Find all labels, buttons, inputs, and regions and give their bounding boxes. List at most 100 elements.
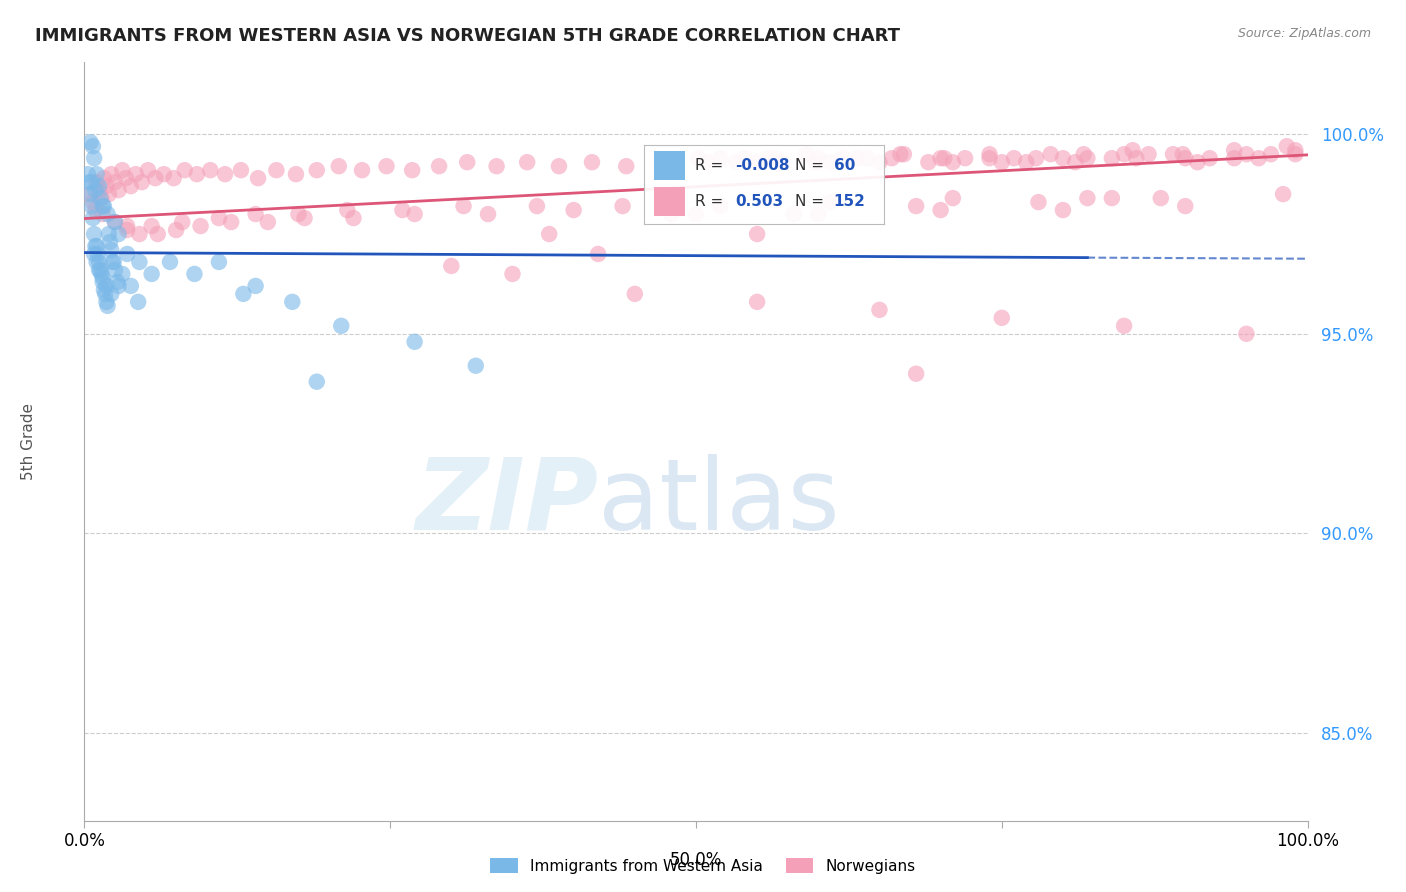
Point	[91, 207, 114, 221]
Point	[131, 175, 153, 189]
Point	[93, 171, 115, 186]
Point	[97, 299, 120, 313]
Point	[136, 163, 159, 178]
Point	[208, 211, 231, 225]
Point	[91, 199, 114, 213]
Point	[1025, 151, 1047, 165]
Point	[807, 207, 830, 221]
Point	[80, 199, 103, 213]
Point	[111, 163, 134, 178]
Point	[104, 175, 127, 189]
Point	[79, 135, 101, 149]
Point	[107, 279, 129, 293]
Y-axis label: 5th Grade: 5th Grade	[21, 403, 37, 480]
Point	[427, 159, 450, 173]
Point	[93, 283, 115, 297]
Point	[404, 207, 426, 221]
Point	[1198, 151, 1220, 165]
Text: N =: N =	[796, 194, 824, 210]
Point	[104, 215, 127, 229]
Point	[97, 207, 120, 221]
Text: N =: N =	[796, 158, 824, 173]
Point	[1260, 147, 1282, 161]
Point	[87, 247, 110, 261]
Point	[90, 267, 112, 281]
Point	[128, 227, 150, 241]
Point	[869, 155, 891, 169]
Point	[86, 175, 108, 189]
Point	[831, 151, 853, 165]
Point	[1137, 147, 1160, 161]
Point	[86, 255, 108, 269]
Point	[375, 159, 398, 173]
Point	[91, 275, 114, 289]
Point	[214, 167, 236, 181]
Point	[100, 243, 122, 257]
Point	[1101, 151, 1123, 165]
Text: 0.503: 0.503	[735, 194, 783, 210]
Point	[1272, 187, 1295, 202]
Point	[89, 263, 111, 277]
Point	[1174, 151, 1197, 165]
Point	[104, 215, 127, 229]
Point	[96, 279, 118, 293]
Point	[934, 151, 956, 165]
Point	[125, 167, 148, 181]
Point	[893, 147, 915, 161]
Point	[440, 259, 463, 273]
Point	[624, 286, 647, 301]
Point	[82, 195, 104, 210]
Point	[464, 359, 486, 373]
Text: Source: ZipAtlas.com: Source: ZipAtlas.com	[1237, 27, 1371, 40]
Point	[190, 219, 212, 233]
Point	[614, 159, 637, 173]
Point	[1174, 199, 1197, 213]
Point	[186, 167, 208, 181]
Point	[502, 267, 524, 281]
Point	[100, 286, 122, 301]
Text: atlas: atlas	[598, 454, 839, 550]
Point	[1052, 203, 1074, 218]
Point	[107, 227, 129, 241]
Point	[330, 318, 353, 333]
Point	[456, 155, 478, 169]
Point	[820, 155, 842, 169]
Point	[661, 207, 683, 221]
Point	[1039, 147, 1062, 161]
Point	[404, 334, 426, 349]
Point	[804, 155, 827, 169]
Point	[1122, 143, 1144, 157]
Point	[245, 279, 267, 293]
Point	[685, 207, 707, 221]
Point	[127, 294, 149, 309]
Point	[96, 179, 118, 194]
Point	[1114, 318, 1136, 333]
Point	[281, 294, 304, 309]
Point	[350, 163, 373, 178]
Point	[183, 267, 205, 281]
Point	[794, 147, 817, 161]
Point	[1187, 155, 1209, 169]
Bar	[654, 151, 685, 179]
Point	[84, 203, 107, 218]
Point	[942, 191, 965, 205]
Point	[107, 183, 129, 197]
Point	[100, 167, 122, 181]
Point	[111, 267, 134, 281]
Point	[82, 211, 104, 225]
Point	[82, 139, 104, 153]
Point	[159, 255, 181, 269]
Point	[889, 147, 911, 161]
Point	[104, 263, 127, 277]
Point	[453, 199, 475, 213]
Point	[219, 215, 242, 229]
Legend: Immigrants from Western Asia, Norwegians: Immigrants from Western Asia, Norwegians	[484, 852, 922, 880]
Point	[87, 183, 110, 197]
Point	[93, 199, 115, 213]
Point	[401, 163, 423, 178]
Point	[232, 286, 254, 301]
Point	[328, 159, 350, 173]
Point	[87, 255, 110, 269]
Point	[143, 171, 166, 186]
Point	[77, 167, 100, 181]
